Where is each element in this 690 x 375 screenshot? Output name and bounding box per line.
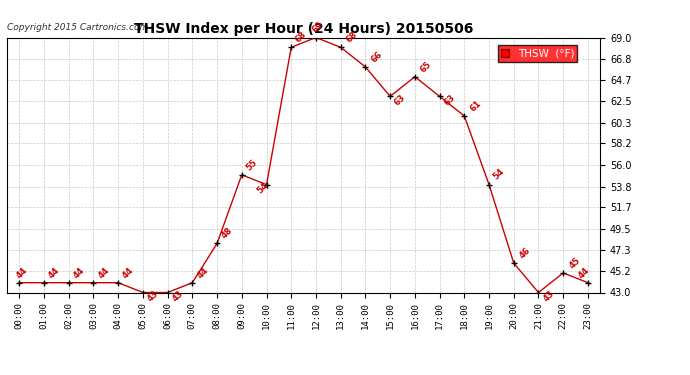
Text: 69: 69	[310, 20, 325, 35]
Text: Copyright 2015 Cartronics.com: Copyright 2015 Cartronics.com	[7, 23, 148, 32]
Text: 44: 44	[577, 265, 591, 280]
Text: 44: 44	[121, 265, 136, 280]
Text: 63: 63	[393, 93, 408, 108]
Text: 46: 46	[518, 246, 533, 260]
Text: 63: 63	[442, 93, 457, 108]
Text: 43: 43	[170, 289, 185, 304]
Text: 54: 54	[255, 181, 270, 196]
Text: 55: 55	[244, 158, 259, 172]
Text: 66: 66	[370, 50, 384, 64]
Legend: THSW  (°F): THSW (°F)	[498, 45, 578, 62]
Title: THSW Index per Hour (24 Hours) 20150506: THSW Index per Hour (24 Hours) 20150506	[134, 22, 473, 36]
Text: 44: 44	[195, 265, 210, 280]
Text: 44: 44	[47, 265, 61, 280]
Text: 43: 43	[541, 289, 556, 304]
Text: 44: 44	[96, 265, 111, 280]
Text: 61: 61	[469, 99, 483, 113]
Text: 65: 65	[419, 59, 434, 74]
Text: 48: 48	[220, 226, 235, 241]
Text: 54: 54	[492, 167, 506, 182]
Text: 43: 43	[146, 289, 160, 304]
Text: 44: 44	[72, 265, 86, 280]
Text: 68: 68	[345, 30, 359, 45]
Text: 44: 44	[15, 265, 30, 280]
Text: 45: 45	[567, 255, 582, 270]
Text: 68: 68	[294, 30, 308, 45]
